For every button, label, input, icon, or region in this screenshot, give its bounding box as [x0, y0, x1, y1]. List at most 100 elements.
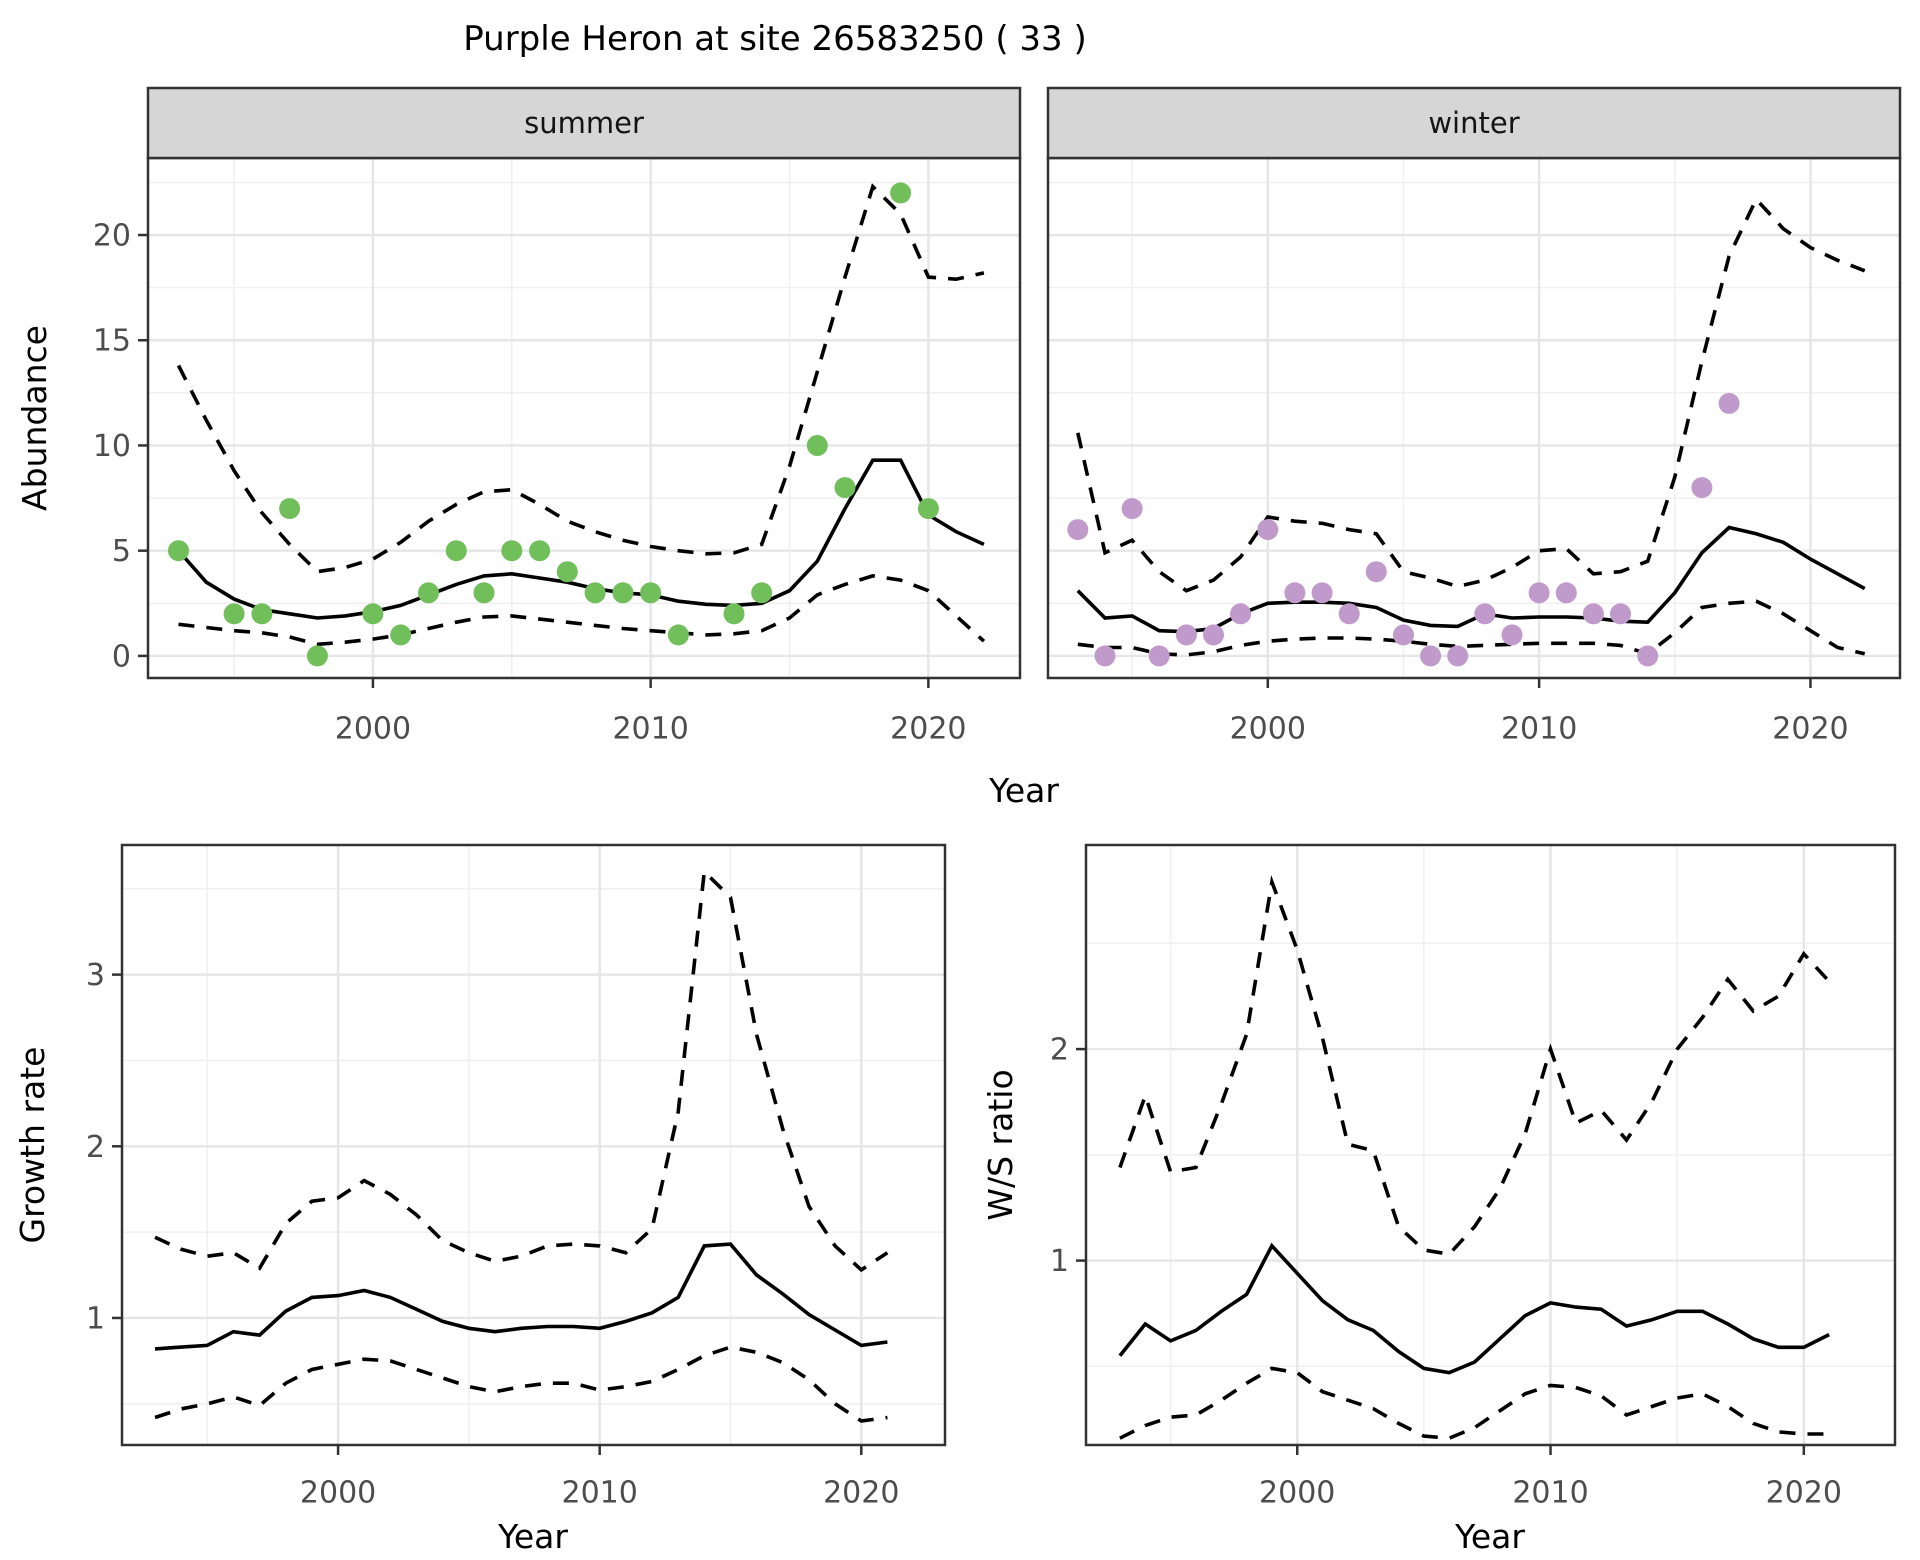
fit-line [1118, 1242, 1830, 1375]
confidence-upper-line [1118, 875, 1831, 1257]
y-tick-label: 20 [93, 219, 131, 254]
data-point [1637, 645, 1659, 667]
data-point [1203, 624, 1224, 646]
data-point [390, 624, 412, 646]
data-point [1718, 392, 1740, 414]
growth-rate-panel: 2000 2010 2020 1 2 3 [86, 843, 947, 1511]
x-tick-label: 2020 [823, 1476, 899, 1511]
abundance-y-axis-title: Abundance [15, 325, 54, 511]
data-point [223, 603, 245, 625]
y-tick-label: 5 [112, 534, 131, 569]
y-tick-label: 3 [86, 958, 105, 993]
data-point [806, 435, 828, 456]
y-tick-label: 2 [1050, 1033, 1069, 1068]
data-point [890, 182, 912, 204]
data-point [1447, 645, 1469, 667]
data-point [418, 582, 439, 604]
chart-title: Purple Heron at site 26583250 ( 33 ) [463, 19, 1087, 59]
abundance-x-axis-title: Year [988, 771, 1059, 810]
x-tick-label: 2020 [1766, 1476, 1842, 1511]
data-point [556, 561, 578, 583]
data-point [168, 540, 189, 562]
ws-ratio-y-axis-title: W/S ratio [981, 1069, 1020, 1220]
data-point [640, 582, 662, 604]
y-tick-label: 1 [86, 1301, 105, 1336]
data-point [362, 603, 384, 625]
data-point [501, 540, 523, 562]
x-tick-label: 2020 [890, 712, 966, 747]
data-point [723, 603, 745, 625]
abundance-winter-panel: winter 2000 2010 2020 [1046, 86, 1902, 747]
fit-line [177, 458, 985, 620]
data-point [1311, 582, 1333, 604]
data-point [1528, 582, 1550, 604]
data-point [1610, 603, 1631, 625]
facet-strip-label: winter [1428, 106, 1519, 140]
fit-line [154, 1242, 888, 1351]
data-point [917, 498, 939, 520]
data-point [834, 477, 856, 499]
x-tick-label: 2000 [300, 1476, 376, 1511]
ws-ratio-panel: 2000 2010 2020 1 2 [1050, 843, 1897, 1511]
data-point [612, 582, 634, 604]
facet-strip-label: summer [524, 106, 644, 140]
x-tick-label: 2010 [1512, 1476, 1588, 1511]
x-tick-label: 2020 [1772, 712, 1848, 747]
data-point [1501, 624, 1523, 646]
data-point [279, 498, 301, 520]
data-point [473, 582, 495, 604]
abundance-summer-panel: summer 2000 2010 2020 0 5 10 15 20 [93, 86, 1022, 747]
data-point [251, 603, 273, 625]
y-tick-label: 0 [112, 639, 131, 674]
data-point [306, 645, 328, 667]
data-point [1582, 603, 1604, 625]
data-point [667, 624, 689, 646]
panel-background [122, 845, 945, 1445]
confidence-lower-line [178, 574, 986, 647]
x-tick-label: 2000 [1259, 1476, 1335, 1511]
panel-background [148, 158, 1020, 678]
panel-background [1086, 845, 1895, 1445]
data-point [1094, 645, 1116, 667]
y-tick-label: 1 [1050, 1244, 1069, 1279]
data-point [1148, 645, 1170, 667]
data-point [1121, 498, 1143, 520]
growth-rate-x-axis-title: Year [497, 1517, 568, 1556]
data-point [1230, 603, 1252, 625]
x-tick-label: 2000 [335, 712, 411, 747]
confidence-lower-line [1119, 1366, 1830, 1441]
ws-ratio-x-axis-title: Year [1454, 1517, 1525, 1556]
x-tick-label: 2010 [612, 712, 688, 747]
data-point [584, 582, 606, 604]
y-tick-label: 15 [93, 324, 131, 359]
data-point [1257, 519, 1279, 541]
data-point [1393, 624, 1414, 646]
confidence-upper-line [176, 183, 985, 574]
y-tick-label: 10 [93, 429, 131, 464]
data-point [1175, 624, 1197, 646]
data-point [1555, 582, 1577, 604]
x-tick-label: 2010 [562, 1476, 638, 1511]
panel-background [1048, 158, 1900, 678]
x-tick-label: 2010 [1501, 712, 1577, 747]
data-point [1365, 561, 1387, 583]
data-point [751, 582, 773, 604]
growth-rate-y-axis-title: Growth rate [13, 1047, 52, 1244]
data-point [1474, 603, 1496, 625]
facet-strip [1046, 86, 1902, 160]
x-tick-label: 2000 [1230, 712, 1306, 747]
data-point [1067, 519, 1089, 541]
plots-layer: summer 2000 2010 2020 0 5 10 15 20 winter 2000 2010… [86, 86, 1902, 1511]
panel-border [1084, 843, 1897, 1447]
y-tick-label: 2 [86, 1130, 105, 1165]
confidence-upper-line [1076, 196, 1866, 593]
data-point [1284, 582, 1306, 604]
confidence-upper-line [154, 867, 889, 1273]
data-point [529, 540, 551, 562]
data-point [1338, 603, 1360, 625]
data-point [1420, 645, 1442, 667]
panel-border [120, 843, 947, 1447]
confidence-lower-line [1077, 599, 1866, 657]
